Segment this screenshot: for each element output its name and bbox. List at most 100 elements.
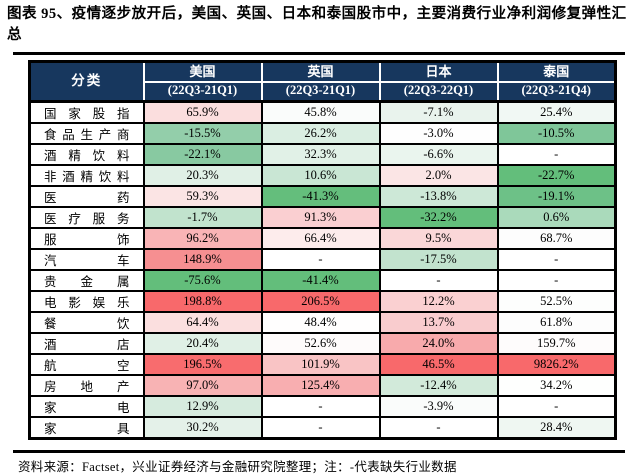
value-cell: 25.4%: [496, 100, 617, 124]
col-header-thailand: 泰国: [496, 60, 617, 83]
row-label: 医疗服务: [28, 206, 145, 229]
value-cell: -: [260, 395, 381, 418]
value-cell: 26.2%: [260, 122, 381, 145]
value-cell: 24.0%: [378, 332, 499, 355]
value-cell: 159.7%: [496, 332, 617, 355]
header-row-country: 分类 美国 英国 日本 泰国: [28, 60, 617, 103]
bottom-rule: [13, 450, 625, 453]
category-header-cell: 分类: [28, 60, 145, 103]
value-cell: 46.5%: [378, 353, 499, 376]
value-cell: 66.4%: [260, 227, 381, 250]
table-row: 房地产 97.0% 125.4% -12.4% 34.2%: [28, 374, 617, 397]
value-cell: 20.3%: [142, 164, 263, 187]
table-body: 国家股指 65.9% 45.8% -7.1% 25.4% 食品生产商 -15.5% 26.2%…: [28, 100, 617, 440]
value-cell: 32.3%: [260, 143, 381, 166]
value-cell: -12.4%: [378, 374, 499, 397]
value-cell: 45.8%: [260, 100, 381, 124]
heatmap-table: 分类 美国 英国 日本 泰国 (22Q3-21Q1) (22Q3-21Q1) (…: [28, 60, 617, 440]
row-label: 房地产: [28, 374, 145, 397]
row-label: 家电: [28, 395, 145, 418]
value-cell: -22.7%: [496, 164, 617, 187]
row-label: 餐饮: [28, 311, 145, 334]
header-row-period: (22Q3-21Q1) (22Q3-21Q1) (22Q3-22Q1) (22Q…: [30, 80, 617, 103]
value-cell: -13.8%: [378, 185, 499, 208]
col-header-uk: 英国: [260, 60, 381, 83]
value-cell: -32.2%: [378, 206, 499, 229]
col-header-japan: 日本: [378, 60, 499, 83]
value-cell: -: [260, 416, 381, 440]
value-cell: 48.4%: [260, 311, 381, 334]
value-cell: 28.4%: [496, 416, 617, 440]
row-label: 家具: [28, 416, 145, 440]
value-cell: 13.7%: [378, 311, 499, 334]
row-label: 国家股指: [28, 100, 145, 124]
value-cell: 9826.2%: [496, 353, 617, 376]
value-cell: -: [496, 248, 617, 271]
value-cell: -: [496, 269, 617, 292]
value-cell: 148.9%: [142, 248, 263, 271]
row-label: 酒精饮料: [28, 143, 145, 166]
col-period-thailand: (22Q3-21Q4): [496, 80, 617, 103]
value-cell: 97.0%: [142, 374, 263, 397]
value-cell: -3.0%: [378, 122, 499, 145]
value-cell: 0.6%: [496, 206, 617, 229]
value-cell: 10.6%: [260, 164, 381, 187]
table-row: 贵金属 -75.6% -41.4% - -: [28, 269, 617, 292]
value-cell: 12.9%: [142, 395, 263, 418]
source-note: 资料来源：Factset，兴业证券经济与金融研究院整理；注：-代表缺失行业数据: [18, 460, 457, 474]
value-cell: -7.1%: [378, 100, 499, 124]
value-cell: 61.8%: [496, 311, 617, 334]
value-cell: -1.7%: [142, 206, 263, 229]
row-label: 食品生产商: [28, 122, 145, 145]
value-cell: 68.7%: [496, 227, 617, 250]
value-cell: -22.1%: [142, 143, 263, 166]
row-label: 贵金属: [28, 269, 145, 292]
value-cell: -41.4%: [260, 269, 381, 292]
value-cell: 64.4%: [142, 311, 263, 334]
value-cell: -75.6%: [142, 269, 263, 292]
value-cell: -19.1%: [496, 185, 617, 208]
row-label: 非酒精饮料: [28, 164, 145, 187]
table-row: 国家股指 65.9% 45.8% -7.1% 25.4%: [28, 100, 617, 124]
value-cell: 12.2%: [378, 290, 499, 313]
value-cell: -41.3%: [260, 185, 381, 208]
value-cell: 2.0%: [378, 164, 499, 187]
col-period-japan: (22Q3-22Q1): [378, 80, 499, 103]
value-cell: 59.3%: [142, 185, 263, 208]
table-row: 食品生产商 -15.5% 26.2% -3.0% -10.5%: [28, 122, 617, 145]
row-label: 酒店: [28, 332, 145, 355]
col-period-us: (22Q3-21Q1): [142, 80, 263, 103]
row-label: 服饰: [28, 227, 145, 250]
value-cell: 198.8%: [142, 290, 263, 313]
table-row: 服饰 96.2% 66.4% 9.5% 68.7%: [28, 227, 617, 250]
top-rule: [13, 52, 625, 55]
table-row: 医疗服务 -1.7% 91.3% -32.2% 0.6%: [28, 206, 617, 229]
value-cell: -6.6%: [378, 143, 499, 166]
table-row: 医药 59.3% -41.3% -13.8% -19.1%: [28, 185, 617, 208]
value-cell: -: [260, 248, 381, 271]
value-cell: -3.9%: [378, 395, 499, 418]
value-cell: 34.2%: [496, 374, 617, 397]
value-cell: 125.4%: [260, 374, 381, 397]
table-row: 家电 12.9% - -3.9% -: [28, 395, 617, 418]
table-row: 航空 196.5% 101.9% 46.5% 9826.2%: [28, 353, 617, 376]
value-cell: 52.5%: [496, 290, 617, 313]
table-row: 餐饮 64.4% 48.4% 13.7% 61.8%: [28, 311, 617, 334]
value-cell: -: [378, 269, 499, 292]
value-cell: -15.5%: [142, 122, 263, 145]
table-row: 酒店 20.4% 52.6% 24.0% 159.7%: [28, 332, 617, 355]
value-cell: 52.6%: [260, 332, 381, 355]
row-label: 电影娱乐: [28, 290, 145, 313]
table-row: 电影娱乐 198.8% 206.5% 12.2% 52.5%: [28, 290, 617, 313]
value-cell: -: [378, 416, 499, 440]
value-cell: 96.2%: [142, 227, 263, 250]
value-cell: 65.9%: [142, 100, 263, 124]
figure-title: 图表 95、疫情逐步放开后，美国、英国、日本和泰国股市中，主要消费行业净利润修复…: [7, 6, 627, 43]
row-label: 医药: [28, 185, 145, 208]
value-cell: 20.4%: [142, 332, 263, 355]
value-cell: -: [496, 395, 617, 418]
table-row: 酒精饮料 -22.1% 32.3% -6.6% -: [28, 143, 617, 166]
table-header: 分类 美国 英国 日本 泰国 (22Q3-21Q1) (22Q3-21Q1) (…: [28, 60, 617, 103]
table-row: 非酒精饮料 20.3% 10.6% 2.0% -22.7%: [28, 164, 617, 187]
row-label: 汽车: [28, 248, 145, 271]
